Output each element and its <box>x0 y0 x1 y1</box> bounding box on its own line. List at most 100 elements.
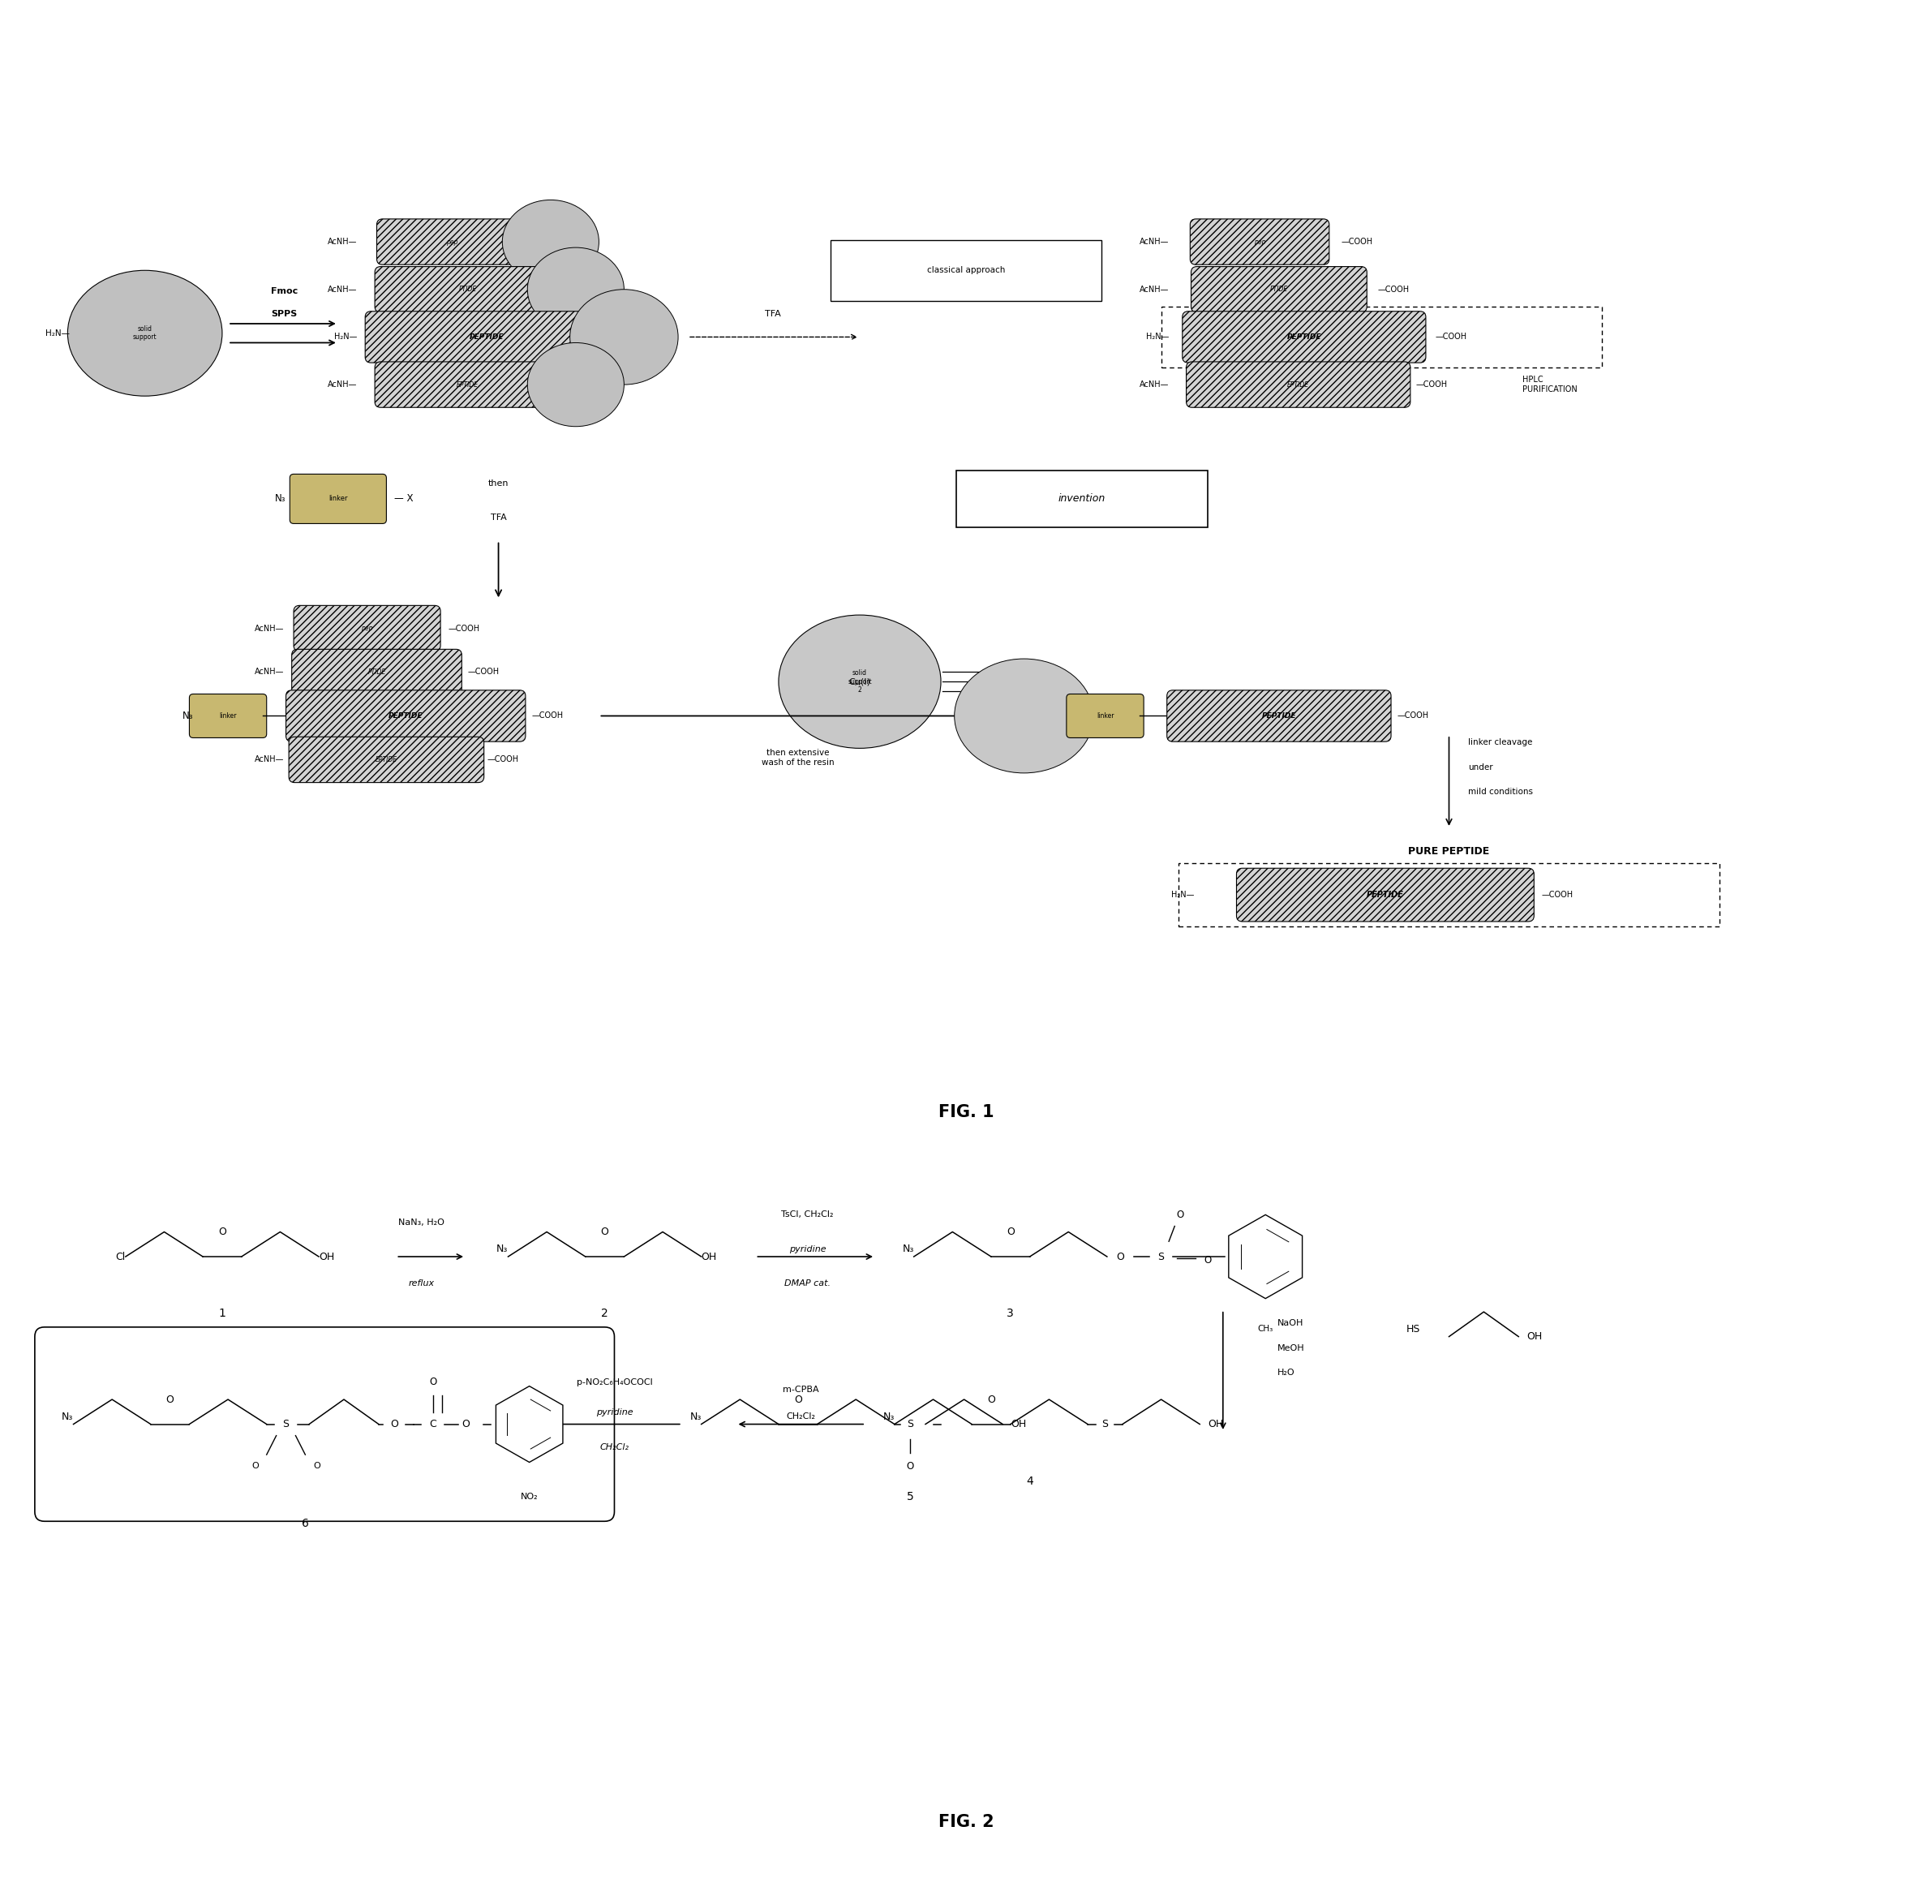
Text: O: O <box>794 1394 802 1405</box>
Text: — X: — X <box>394 493 413 505</box>
Text: 1: 1 <box>218 1308 226 1319</box>
Text: EPTIDE: EPTIDE <box>456 381 479 388</box>
Ellipse shape <box>527 343 624 426</box>
Ellipse shape <box>68 270 222 396</box>
Text: O: O <box>218 1226 226 1238</box>
Text: O: O <box>1177 1209 1184 1220</box>
Text: —COOH: —COOH <box>1435 333 1466 341</box>
Text: 3: 3 <box>1007 1308 1014 1319</box>
Text: N₃: N₃ <box>182 710 193 722</box>
Text: N₃: N₃ <box>883 1411 895 1422</box>
Text: AcNH—: AcNH— <box>328 286 357 293</box>
Text: H₂N—: H₂N— <box>334 333 357 341</box>
Bar <box>1179 864 1719 927</box>
Text: O: O <box>390 1418 398 1430</box>
Ellipse shape <box>570 289 678 385</box>
Bar <box>956 470 1208 527</box>
Text: H₂N—: H₂N— <box>1171 891 1194 899</box>
Text: O: O <box>906 1460 914 1472</box>
Text: TFA: TFA <box>765 310 781 318</box>
Text: PEPTIDE: PEPTIDE <box>388 712 423 720</box>
Text: H₂O: H₂O <box>1277 1369 1294 1377</box>
Text: OH: OH <box>1010 1418 1026 1430</box>
Text: CH₂Cl₂: CH₂Cl₂ <box>786 1413 815 1420</box>
Text: MeOH: MeOH <box>1277 1344 1304 1352</box>
Text: C: C <box>429 1418 437 1430</box>
Text: H₂N—: H₂N— <box>1146 333 1169 341</box>
Text: OH: OH <box>701 1251 717 1262</box>
Text: FIG. 1: FIG. 1 <box>939 1104 993 1120</box>
Text: AcNH—: AcNH— <box>255 756 284 764</box>
Text: —COOH: —COOH <box>1341 238 1372 246</box>
Text: reflux: reflux <box>408 1279 435 1287</box>
Text: EPTIDE: EPTIDE <box>375 756 398 764</box>
Text: under: under <box>1468 764 1493 771</box>
FancyBboxPatch shape <box>1190 219 1329 265</box>
Text: PEPTIDE: PEPTIDE <box>1287 333 1321 341</box>
Text: AcNH—: AcNH— <box>1140 381 1169 388</box>
Text: HPLC
PURIFICATION: HPLC PURIFICATION <box>1522 375 1577 394</box>
Text: OH: OH <box>1526 1331 1542 1342</box>
Text: —COOH: —COOH <box>487 756 518 764</box>
Text: SPPS: SPPS <box>270 310 298 318</box>
Text: 2: 2 <box>601 1308 609 1319</box>
Text: CH₂Cl₂: CH₂Cl₂ <box>599 1443 630 1451</box>
Text: O: O <box>251 1462 259 1470</box>
FancyBboxPatch shape <box>377 219 527 265</box>
Text: solid
support: solid support <box>133 326 156 341</box>
Text: TFA: TFA <box>491 514 506 522</box>
FancyBboxPatch shape <box>35 1327 614 1521</box>
Text: DMAP cat.: DMAP cat. <box>784 1279 831 1287</box>
Text: TsCl, CH₂Cl₂: TsCl, CH₂Cl₂ <box>781 1211 835 1219</box>
Text: mild conditions: mild conditions <box>1468 788 1534 796</box>
FancyBboxPatch shape <box>1186 362 1410 407</box>
FancyBboxPatch shape <box>290 474 386 524</box>
Text: m-CPBA: m-CPBA <box>782 1386 819 1394</box>
Text: pep: pep <box>1254 238 1265 246</box>
FancyBboxPatch shape <box>1190 267 1366 312</box>
Text: CH₃: CH₃ <box>1258 1325 1273 1333</box>
Text: AcNH—: AcNH— <box>1140 238 1169 246</box>
FancyBboxPatch shape <box>375 267 560 312</box>
FancyBboxPatch shape <box>189 693 267 737</box>
FancyBboxPatch shape <box>292 649 462 695</box>
Text: O: O <box>987 1394 995 1405</box>
Text: N₃: N₃ <box>62 1411 73 1422</box>
Text: O: O <box>1204 1255 1211 1266</box>
Ellipse shape <box>779 615 941 748</box>
Text: PTIDE: PTIDE <box>458 286 477 293</box>
Text: S: S <box>906 1418 914 1430</box>
Text: NaOH: NaOH <box>1277 1319 1304 1327</box>
FancyBboxPatch shape <box>1182 312 1426 362</box>
Text: FIG. 2: FIG. 2 <box>939 1815 993 1830</box>
Text: linker: linker <box>328 495 348 503</box>
Text: PEPTIDE: PEPTIDE <box>1262 712 1296 720</box>
Text: O: O <box>462 1418 469 1430</box>
Text: O: O <box>1117 1251 1124 1262</box>
Text: linker cleavage: linker cleavage <box>1468 739 1532 746</box>
Text: S: S <box>1157 1251 1165 1262</box>
Text: O: O <box>313 1462 321 1470</box>
Text: —COOH: —COOH <box>1378 286 1408 293</box>
Text: pyridine: pyridine <box>788 1245 827 1253</box>
Text: S: S <box>282 1418 290 1430</box>
Text: AcNH—: AcNH— <box>328 238 357 246</box>
FancyBboxPatch shape <box>1066 693 1144 737</box>
Text: 6: 6 <box>301 1517 309 1529</box>
Text: 5: 5 <box>906 1491 914 1502</box>
Text: solid
support
2: solid support 2 <box>848 670 871 693</box>
Text: —COOH: —COOH <box>468 668 498 676</box>
Ellipse shape <box>502 200 599 284</box>
Polygon shape <box>497 1386 562 1462</box>
Text: PTIDE: PTIDE <box>367 668 386 676</box>
Text: AcNH—: AcNH— <box>1140 286 1169 293</box>
Text: classical approach: classical approach <box>927 267 1005 274</box>
Text: N₃: N₃ <box>902 1243 914 1255</box>
Text: Cu(I): Cu(I) <box>848 678 871 685</box>
Text: —COOH: —COOH <box>1542 891 1573 899</box>
Text: AcNH—: AcNH— <box>328 381 357 388</box>
Text: AcNH—: AcNH— <box>255 625 284 632</box>
Text: pyridine: pyridine <box>595 1409 634 1417</box>
Text: then: then <box>489 480 508 487</box>
Ellipse shape <box>954 659 1094 773</box>
